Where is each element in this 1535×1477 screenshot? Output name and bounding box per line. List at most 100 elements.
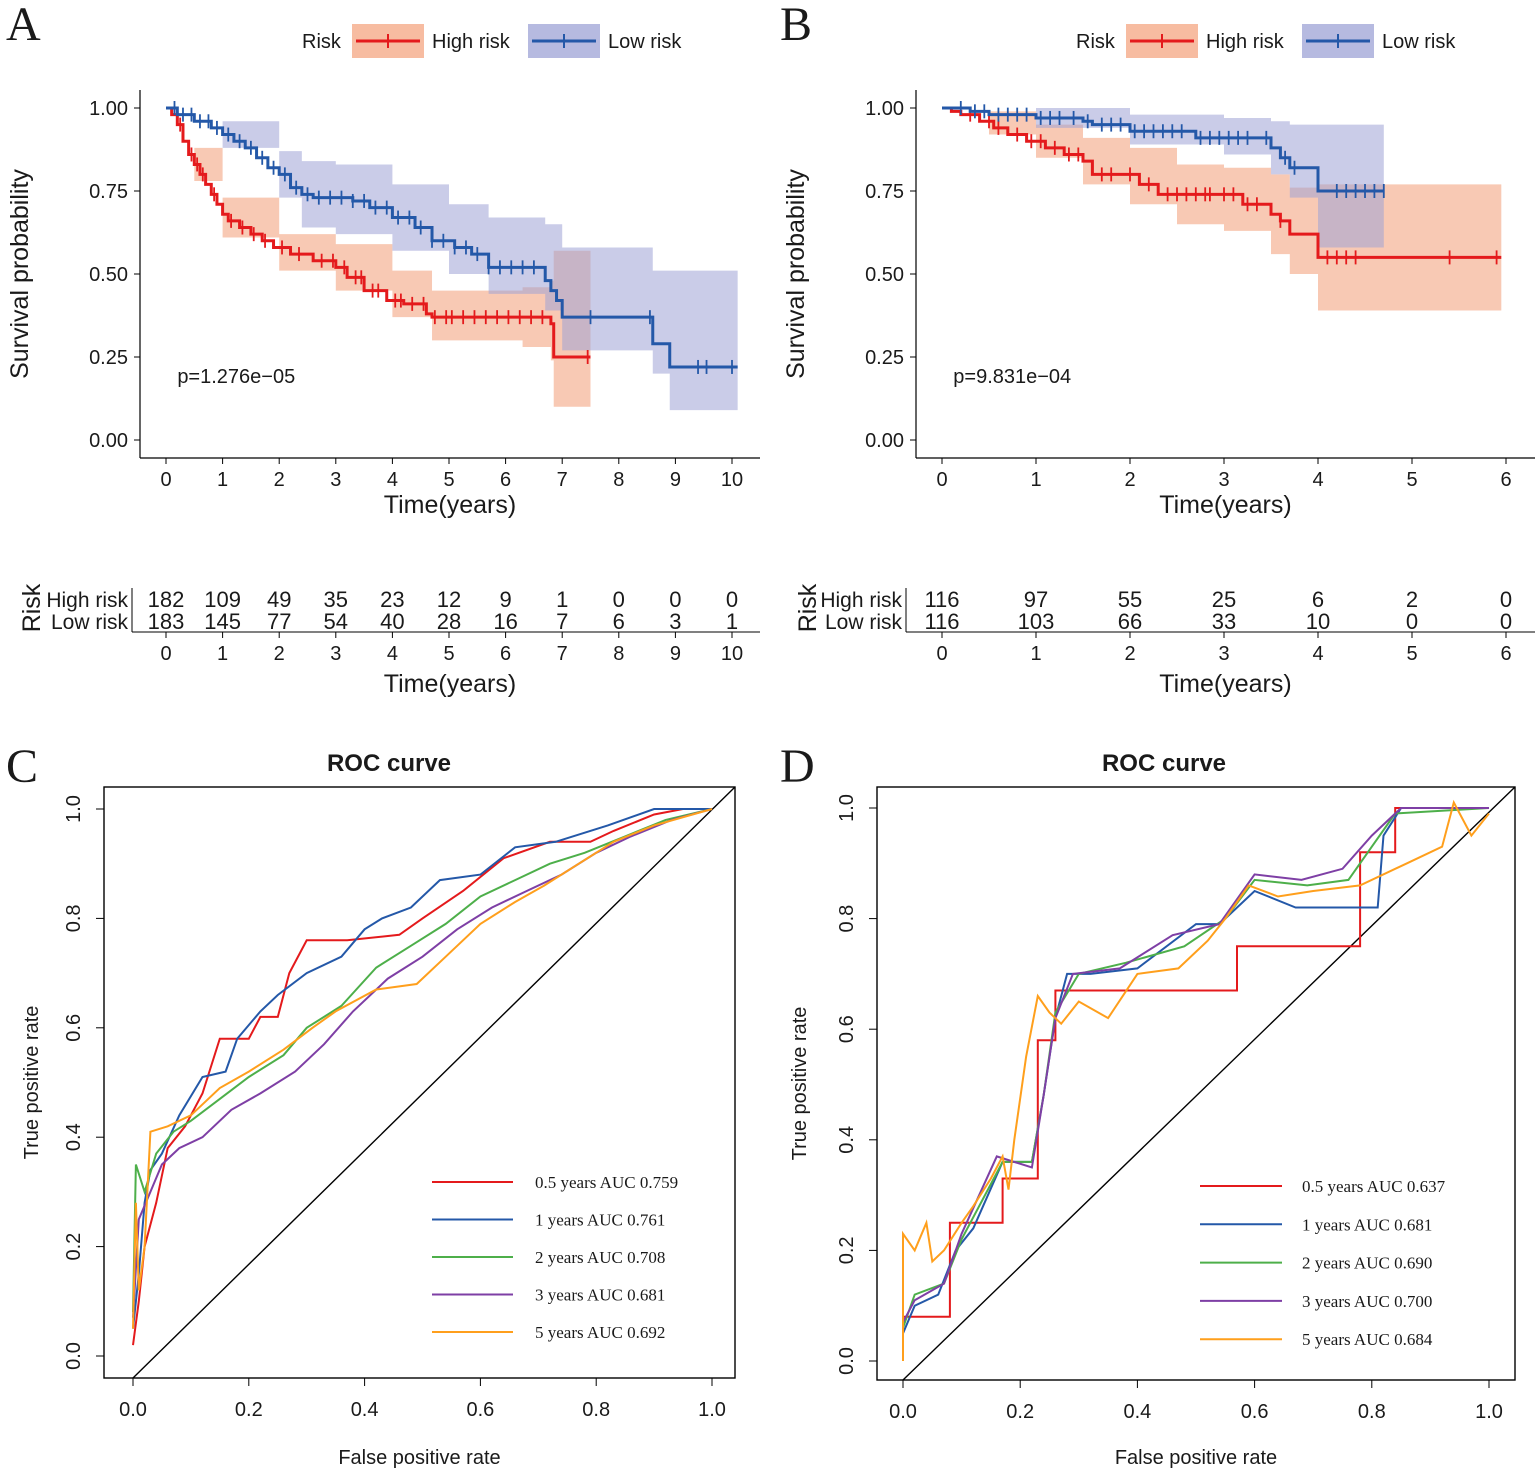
km-a-xtick-label: 8: [613, 469, 624, 491]
roc-c-xtick-label: 0.2: [235, 1399, 263, 1421]
roc-d-xtick-label: 0.2: [1006, 1401, 1034, 1423]
km-b-risk-count: 55: [1118, 587, 1142, 612]
roc-d-ytick-label: 0.8: [836, 905, 858, 933]
roc-d-legend-label-1: 1 years AUC 0.681: [1302, 1215, 1432, 1234]
km-a-risk-count: 49: [267, 587, 291, 612]
km-b-risk-tick-label: 0: [936, 643, 947, 665]
km-a-risk-count: 1: [726, 609, 738, 634]
km-a-legend-label-0: High risk: [432, 31, 511, 53]
km-a-xtick-label: 5: [443, 469, 454, 491]
roc-c-x-axis-label: False positive rate: [338, 1447, 500, 1469]
km-b-risk-count: 33: [1212, 609, 1236, 634]
km-b-risk-row-label-0: High risk: [820, 589, 902, 612]
km-b-risk-tick-label: 2: [1124, 643, 1135, 665]
km-b-panel: B Risk High risk Low risk0.000.250.500.751.…: [780, 0, 1535, 698]
km-a-risk-count: 0: [613, 587, 625, 612]
km-a-risk-row-label-0: High risk: [46, 589, 128, 612]
km-a-risk-count: 0: [726, 587, 738, 612]
roc-c-ytick-label: 0.8: [63, 904, 85, 932]
km-a-risk-count: 28: [437, 609, 461, 634]
roc-c-legend-label-4: 5 years AUC 0.692: [535, 1323, 665, 1342]
roc-c-xtick-label: 0.6: [466, 1399, 494, 1421]
km-a-xtick-label: 6: [500, 469, 511, 491]
roc-c-diagonal: [132, 786, 736, 1379]
km-a-risk-tick-label: 10: [721, 643, 743, 665]
km-a-ytick-label: 1.00: [89, 98, 128, 120]
km-a-risk-row-label-1: Low risk: [51, 611, 129, 634]
km-b-legend-title: Risk: [1076, 31, 1116, 53]
roc-d-panel-label: D: [780, 740, 815, 793]
km-b-ytick-label: 0.50: [865, 264, 904, 286]
km-b-risk-count: 2: [1406, 587, 1418, 612]
km-b-legend-label-1: Low risk: [1382, 31, 1456, 53]
km-b-risk-tick-label: 4: [1312, 643, 1323, 665]
km-a-risk-count: 54: [324, 609, 348, 634]
km-b-xtick-label: 6: [1500, 469, 1511, 491]
km-b-band-high: [942, 108, 1502, 311]
roc-c-title: ROC curve: [327, 750, 451, 777]
roc-c-legend-label-1: 1 years AUC 0.761: [535, 1211, 665, 1230]
roc-d-legend-label-3: 3 years AUC 0.700: [1302, 1292, 1432, 1311]
roc-c-xtick-label: 0.4: [351, 1399, 379, 1421]
km-a-ytick-label: 0.00: [89, 430, 128, 452]
roc-d-legend-label-0: 0.5 years AUC 0.637: [1302, 1177, 1446, 1196]
roc-c-curve-0: [132, 808, 712, 1346]
km-b-risk-count: 116: [924, 587, 959, 612]
roc-d-curve-3: [902, 807, 1489, 1323]
roc-d-ytick-label: 0.0: [836, 1347, 858, 1375]
km-b-risk-count: 0: [1500, 609, 1512, 634]
km-b-risk-count: 116: [924, 609, 959, 634]
km-a-risk-count: 145: [204, 609, 241, 634]
km-a-risk-tick-label: 5: [443, 643, 454, 665]
km-a-risk-count: 3: [669, 609, 681, 634]
km-a-risk-count: 12: [437, 587, 461, 612]
km-a-risk-count: 1: [556, 587, 568, 612]
km-b-y-axis-label: Survival probability: [782, 169, 810, 379]
km-b-pvalue: p=9.831e−04: [953, 366, 1071, 388]
roc-d-curve-4: [902, 799, 1490, 1361]
km-a-ytick-label: 0.25: [89, 347, 128, 369]
km-a-xtick-label: 7: [557, 469, 568, 491]
km-b-xtick-label: 4: [1312, 469, 1323, 491]
roc-c-ytick-label: 1.0: [63, 795, 85, 823]
roc-d-title: ROC curve: [1102, 750, 1226, 777]
roc-d-diagonal: [902, 786, 1516, 1381]
km-b-risk-count: 103: [1018, 609, 1055, 634]
km-a-xtick-label: 3: [330, 469, 341, 491]
km-a-panel: A Risk High risk Low risk0.000.250.500.751.…: [6, 0, 760, 698]
roc-d-ytick-label: 1.0: [836, 794, 858, 822]
km-b-risk-row-label-1: Low risk: [825, 611, 903, 634]
roc-c-curve-3: [132, 808, 713, 1318]
roc-c-curve-1: [132, 808, 712, 1329]
roc-d-curve-0: [902, 807, 1489, 1339]
km-a-y-axis-label: Survival probability: [6, 169, 34, 379]
km-a-risk-tick-label: 0: [160, 643, 171, 665]
roc-c-plot-frame: [103, 786, 736, 1379]
km-a-risk-count: 182: [148, 587, 185, 612]
km-b-risk-count: 25: [1212, 587, 1236, 612]
km-b-ytick-label: 0.25: [865, 347, 904, 369]
km-a-xtick-label: 0: [160, 469, 171, 491]
km-b-risk-tick-label: 1: [1030, 643, 1041, 665]
roc-c-xtick-label: 0.0: [119, 1399, 147, 1421]
km-b-risk-tick-label: 5: [1406, 643, 1417, 665]
km-a-legend-label-1: Low risk: [608, 31, 682, 53]
km-a-risk-tick-label: 9: [670, 643, 681, 665]
km-b-ytick-label: 0.75: [865, 181, 904, 203]
km-a-risk-count: 9: [499, 587, 511, 612]
km-a-risk-tick-label: 1: [217, 643, 228, 665]
km-a-risk-count: 35: [324, 587, 348, 612]
km-b-ytick-label: 1.00: [865, 98, 904, 120]
km-b-panel-label: B: [780, 0, 812, 51]
km-a-risk-count: 6: [613, 609, 625, 634]
roc-c-y-axis-label: True positive rate: [21, 1006, 43, 1160]
km-b-risk-count: 66: [1118, 609, 1142, 634]
roc-c-ytick-label: 0.0: [63, 1342, 85, 1370]
km-b-xtick-label: 3: [1218, 469, 1229, 491]
roc-c-ytick-label: 0.2: [63, 1233, 85, 1261]
km-a-curve-high: [166, 106, 591, 359]
km-b-ytick-label: 0.00: [865, 430, 904, 452]
km-b-risk-title: Risk: [794, 583, 822, 632]
km-b-risk-tick-label: 3: [1218, 643, 1229, 665]
km-b-risk-count: 97: [1024, 587, 1048, 612]
